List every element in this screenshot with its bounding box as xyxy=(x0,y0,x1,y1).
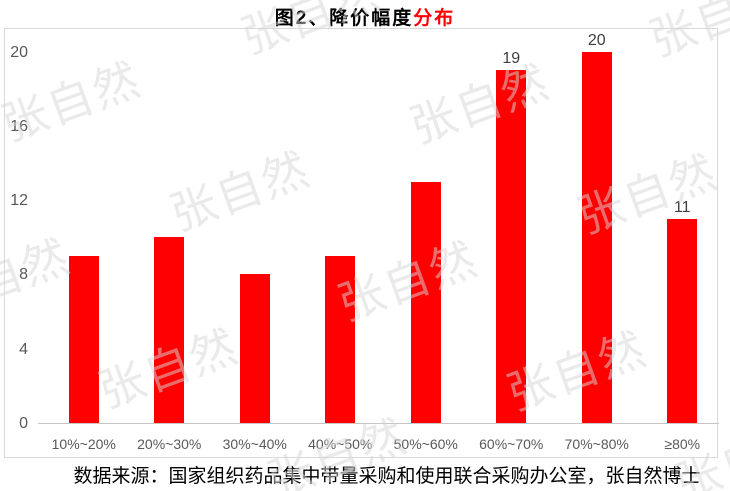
x-axis-category-label: 40%~50% xyxy=(308,436,373,452)
source-note: 数据来源：国家组织药品集中带量采购和使用联合采购办公室，张自然博士 xyxy=(73,466,701,487)
bar-value-label: 11 xyxy=(673,198,691,216)
x-axis-category-label: 30%~40% xyxy=(222,436,287,452)
x-axis-labels: 10%~20% 20%~30% 30%~40% 40%~50% 50%~60% 60%~7… xyxy=(41,436,725,454)
y-axis-tick-label: 0 xyxy=(19,415,28,432)
bar-value-label: 20 xyxy=(587,31,606,49)
y-axis-tick-label: 20 xyxy=(10,43,28,61)
x-axis-line xyxy=(38,423,719,424)
y-axis-tick-label: 8 xyxy=(19,266,28,284)
bar-20%~30% xyxy=(154,237,185,423)
x-axis-category-label: 10%~20% xyxy=(51,436,116,452)
bar-10%~20% xyxy=(68,255,99,423)
chart-title-highlight: 分布 xyxy=(413,8,456,29)
y-axis-tick-label: 16 xyxy=(10,117,28,135)
bar-value-label: 19 xyxy=(502,50,521,68)
chart-title-main: 图2、降价幅度 xyxy=(274,8,414,29)
chart-area: 0 4 8 12 16 20 19 20 11 10%~20% 20%~30% 30%~40% 40… xyxy=(4,28,719,458)
y-axis-tick-label: 12 xyxy=(10,192,28,210)
bar-60%~70% xyxy=(496,70,527,423)
bar-70%~80% xyxy=(581,51,612,423)
x-axis-category-label: 70%~80% xyxy=(564,436,629,452)
x-axis-category-label: 50%~60% xyxy=(393,436,458,452)
bar-≥80% xyxy=(667,218,698,423)
x-axis-category-label: ≥80% xyxy=(664,436,701,452)
plot-area: 19 20 11 xyxy=(38,29,725,424)
bar-30%~40% xyxy=(239,274,270,423)
y-axis-labels: 0 4 8 12 16 20 xyxy=(5,29,28,457)
bar-50%~60% xyxy=(410,181,441,423)
x-axis-category-label: 20%~30% xyxy=(137,436,202,452)
x-axis-category-label: 60%~70% xyxy=(479,436,544,452)
bar-40%~50% xyxy=(325,255,356,423)
y-axis-tick-label: 4 xyxy=(19,340,28,358)
chart-title: 图2、降价幅度分布 xyxy=(0,3,730,30)
